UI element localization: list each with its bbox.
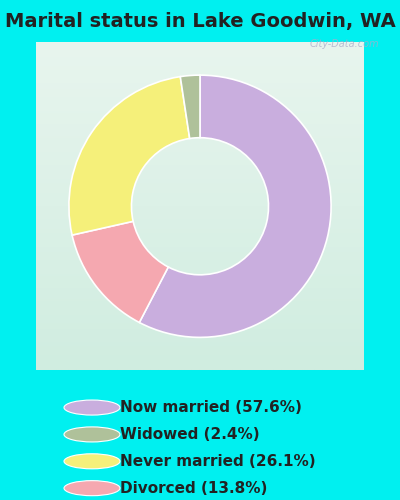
Text: Now married (57.6%): Now married (57.6%) (120, 400, 302, 415)
Text: Divorced (13.8%): Divorced (13.8%) (120, 480, 267, 496)
Circle shape (64, 480, 120, 496)
Wedge shape (180, 75, 200, 138)
Circle shape (64, 400, 120, 415)
Text: Widowed (2.4%): Widowed (2.4%) (120, 427, 260, 442)
Circle shape (64, 454, 120, 469)
Text: City-Data.com: City-Data.com (309, 38, 379, 48)
Circle shape (64, 427, 120, 442)
Wedge shape (69, 76, 190, 235)
Wedge shape (139, 75, 331, 338)
Wedge shape (72, 222, 168, 322)
Text: Never married (26.1%): Never married (26.1%) (120, 454, 316, 469)
Text: Marital status in Lake Goodwin, WA: Marital status in Lake Goodwin, WA (5, 12, 395, 32)
